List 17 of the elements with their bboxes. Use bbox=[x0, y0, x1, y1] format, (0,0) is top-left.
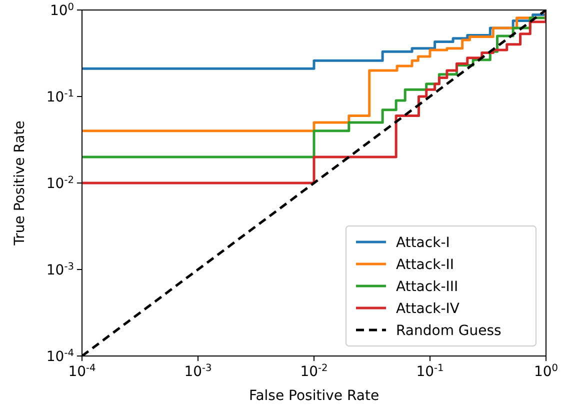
legend-label: Attack-I bbox=[396, 235, 450, 251]
x-axis-title: False Positive Rate bbox=[248, 388, 380, 404]
y-tick-label: 10$^{-3}$ bbox=[46, 261, 74, 278]
y-tick-label: 10$^{0}$ bbox=[50, 2, 74, 19]
y-tick-label: 10$^{-4}$ bbox=[46, 348, 74, 365]
x-tick-label: 10$^{-3}$ bbox=[184, 362, 212, 380]
legend-label: Random Guess bbox=[396, 323, 502, 339]
legend-label: Attack-II bbox=[396, 257, 454, 273]
x-tick-label: 10$^{0}$ bbox=[534, 362, 558, 380]
legend-label: Attack-III bbox=[396, 279, 458, 295]
y-tick-label: 10$^{-1}$ bbox=[46, 88, 74, 106]
x-tick-label: 10$^{-2}$ bbox=[300, 362, 328, 380]
legend-label: Attack-IV bbox=[396, 301, 460, 317]
y-axis-title: True Positive Rate bbox=[12, 120, 28, 246]
x-tick-label: 10$^{-4}$ bbox=[68, 362, 96, 380]
x-tick-label: 10$^{-1}$ bbox=[416, 362, 444, 380]
y-tick-label: 10$^{-2}$ bbox=[46, 174, 74, 192]
